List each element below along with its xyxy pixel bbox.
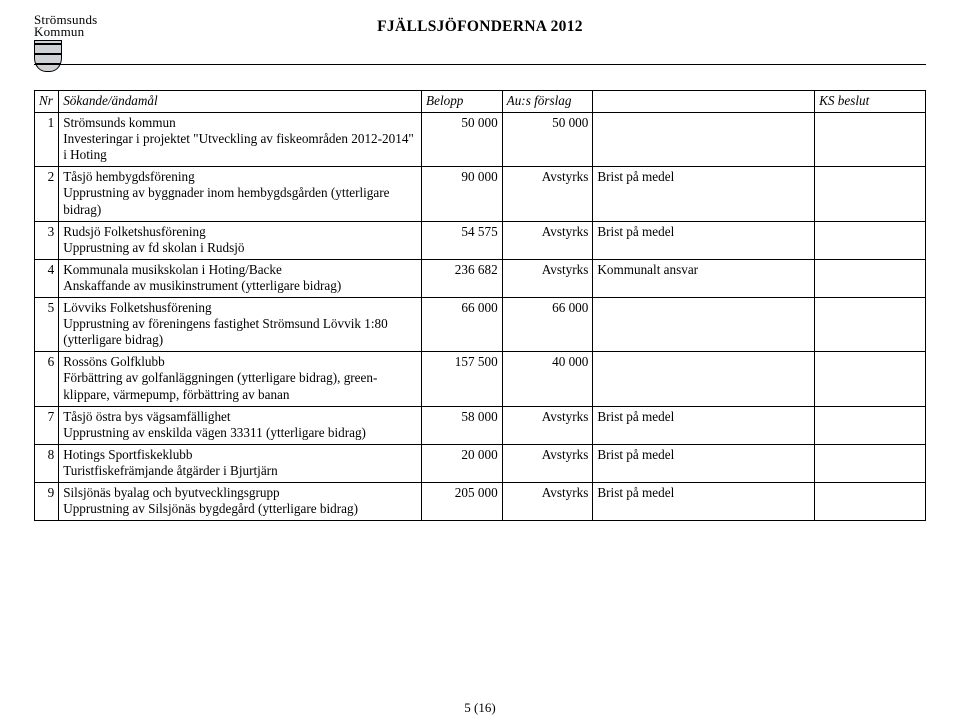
cell-decision [815,113,926,167]
cell-note: Kommunalt ansvar [593,259,815,297]
table-row: 2 Tåsjö hembygdsförening Upprustning av … [35,167,926,221]
col-amount: Belopp [422,91,503,113]
cell-nr: 6 [35,352,59,406]
cell-applicant: Tåsjö östra bys vägsamfällighet Upprustn… [59,406,422,444]
table-row: 8 Hotings Sportfiskeklubb Turistfiskefrä… [35,444,926,482]
cell-amount: 157 500 [422,352,503,406]
table-row: 3 Rudsjö Folketshusförening Upprustning … [35,221,926,259]
cell-applicant: Tåsjö hembygdsförening Upprustning av by… [59,167,422,221]
cell-nr: 9 [35,482,59,520]
cell-nr: 5 [35,298,59,352]
page-title: FJÄLLSJÖFONDERNA 2012 [34,18,926,36]
cell-decision [815,221,926,259]
table-row: 6 Rossöns Golfklubb Förbättring av golfa… [35,352,926,406]
page-header: Strömsunds Kommun FJÄLLSJÖFONDERNA 2012 [34,18,926,74]
cell-decision [815,444,926,482]
cell-amount: 205 000 [422,482,503,520]
cell-amount: 58 000 [422,406,503,444]
table-row: 7 Tåsjö östra bys vägsamfällighet Upprus… [35,406,926,444]
cell-note: Brist på medel [593,444,815,482]
cell-amount: 20 000 [422,444,503,482]
cell-decision [815,482,926,520]
cell-applicant: Kommunala musikskolan i Hoting/Backe Ans… [59,259,422,297]
cell-applicant: Rossöns Golfklubb Förbättring av golfanl… [59,352,422,406]
cell-decision [815,406,926,444]
cell-amount: 236 682 [422,259,503,297]
table-row: 5 Lövviks Folketshusförening Upprustning… [35,298,926,352]
cell-note: Brist på medel [593,221,815,259]
cell-proposal: Avstyrks [502,221,593,259]
cell-decision [815,298,926,352]
cell-decision [815,352,926,406]
cell-note [593,352,815,406]
header-divider [34,64,926,65]
cell-proposal: 50 000 [502,113,593,167]
table-row: 1 Strömsunds kommun Investeringar i proj… [35,113,926,167]
cell-proposal: Avstyrks [502,167,593,221]
cell-note: Brist på medel [593,482,815,520]
col-note [593,91,815,113]
page-footer: 5 (16) [0,700,960,716]
cell-note: Brist på medel [593,167,815,221]
cell-proposal: Avstyrks [502,406,593,444]
col-decision: KS beslut [815,91,926,113]
table-row: 4 Kommunala musikskolan i Hoting/Backe A… [35,259,926,297]
cell-decision [815,167,926,221]
cell-proposal: Avstyrks [502,482,593,520]
cell-applicant: Silsjönäs byalag och byutvecklingsgrupp … [59,482,422,520]
cell-note [593,113,815,167]
cell-nr: 8 [35,444,59,482]
col-nr: Nr [35,91,59,113]
crest-icon [34,40,62,72]
cell-decision [815,259,926,297]
cell-note [593,298,815,352]
table-row: 9 Silsjönäs byalag och byutvecklingsgrup… [35,482,926,520]
cell-nr: 3 [35,221,59,259]
cell-proposal: Avstyrks [502,444,593,482]
applications-table: Nr Sökande/ändamål Belopp Au:s förslag K… [34,90,926,521]
cell-proposal: 66 000 [502,298,593,352]
cell-applicant: Strömsunds kommun Investeringar i projek… [59,113,422,167]
cell-amount: 90 000 [422,167,503,221]
cell-applicant: Rudsjö Folketshusförening Upprustning av… [59,221,422,259]
cell-amount: 54 575 [422,221,503,259]
cell-applicant: Lövviks Folketshusförening Upprustning a… [59,298,422,352]
cell-nr: 2 [35,167,59,221]
cell-nr: 4 [35,259,59,297]
table-body: 1 Strömsunds kommun Investeringar i proj… [35,113,926,521]
cell-note: Brist på medel [593,406,815,444]
cell-nr: 7 [35,406,59,444]
cell-proposal: 40 000 [502,352,593,406]
cell-nr: 1 [35,113,59,167]
cell-applicant: Hotings Sportfiskeklubb Turistfiskefrämj… [59,444,422,482]
table-header-row: Nr Sökande/ändamål Belopp Au:s förslag K… [35,91,926,113]
col-applicant: Sökande/ändamål [59,91,422,113]
col-proposal: Au:s förslag [502,91,593,113]
cell-amount: 66 000 [422,298,503,352]
cell-amount: 50 000 [422,113,503,167]
cell-proposal: Avstyrks [502,259,593,297]
page: Strömsunds Kommun FJÄLLSJÖFONDERNA 2012 … [0,0,960,722]
